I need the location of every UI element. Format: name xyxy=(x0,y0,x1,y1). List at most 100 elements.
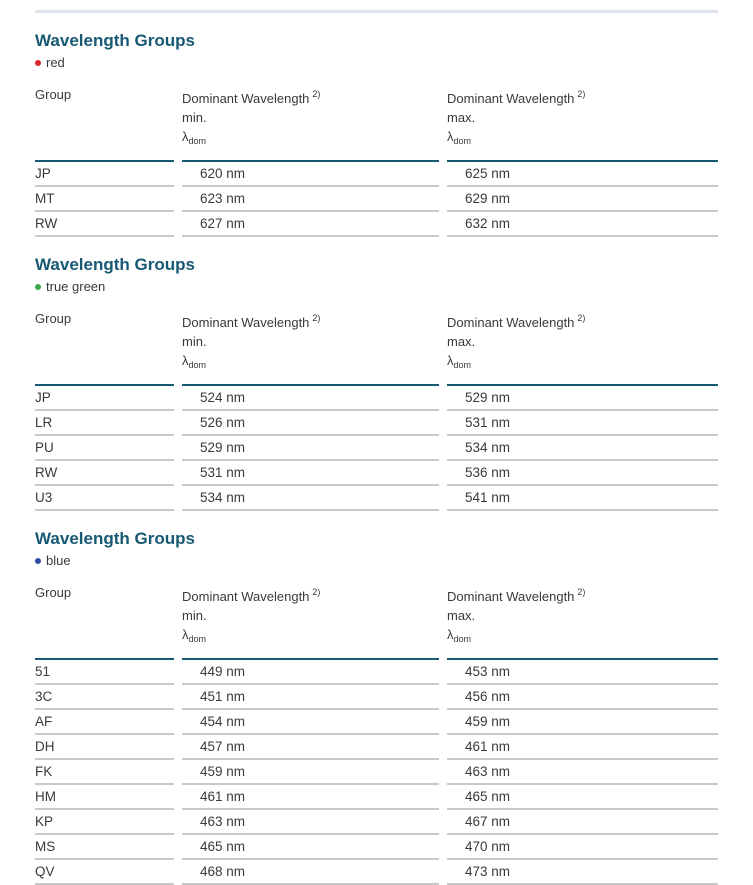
column-header-min: Dominant Wavelength 2) min. λdom xyxy=(182,583,439,660)
footnote-sup: 2) xyxy=(312,89,321,99)
cell-min: 454 nm xyxy=(182,710,439,735)
page-divider xyxy=(35,10,718,13)
table-row: MT 623 nm 629 nm xyxy=(35,187,718,212)
legend-color-dot-icon xyxy=(35,284,41,290)
footnote-sup: 2) xyxy=(577,89,586,99)
cell-max: 453 nm xyxy=(447,660,718,685)
table-row: RW 531 nm 536 nm xyxy=(35,461,718,486)
cell-min: 459 nm xyxy=(182,760,439,785)
cell-max: 456 nm xyxy=(447,685,718,710)
lambda-subscript: dom xyxy=(188,634,207,644)
cell-min: 534 nm xyxy=(182,486,439,511)
column-header-max: Dominant Wavelength 2) max. λdom xyxy=(447,309,718,386)
cell-group: MT xyxy=(35,187,174,212)
column-header-group: Group xyxy=(35,85,174,162)
table-body: JP 620 nm 625 nm MT 623 nm 629 nm RW 627… xyxy=(35,162,718,237)
wavelength-groups-section: Wavelength Groups red Group Dominant Wav… xyxy=(35,30,718,237)
cell-min: 468 nm xyxy=(182,860,439,885)
cell-max: 625 nm xyxy=(447,162,718,187)
cell-max: 463 nm xyxy=(447,760,718,785)
cell-min: 449 nm xyxy=(182,660,439,685)
table-row: KP 463 nm 467 nm xyxy=(35,810,718,835)
content: Wavelength Groups red Group Dominant Wav… xyxy=(0,10,753,885)
table-row: RW 627 nm 632 nm xyxy=(35,212,718,237)
table-row: 3C 451 nm 456 nm xyxy=(35,685,718,710)
bound-label: min. xyxy=(182,608,207,623)
table-row: JP 524 nm 529 nm xyxy=(35,386,718,411)
lambda-symbol: λ xyxy=(182,353,189,368)
cell-group: DH xyxy=(35,735,174,760)
cell-group: U3 xyxy=(35,486,174,511)
cell-group: LR xyxy=(35,411,174,436)
cell-group: QV xyxy=(35,860,174,885)
cell-group: RW xyxy=(35,212,174,237)
cell-max: 541 nm xyxy=(447,486,718,511)
wavelength-groups-section: Wavelength Groups true green Group Domin… xyxy=(35,254,718,511)
footnote-sup: 2) xyxy=(577,313,586,323)
wavelength-title: Dominant Wavelength xyxy=(182,315,310,330)
lambda-symbol: λ xyxy=(182,627,189,642)
cell-min: 623 nm xyxy=(182,187,439,212)
cell-min: 463 nm xyxy=(182,810,439,835)
table-row: LR 526 nm 531 nm xyxy=(35,411,718,436)
color-legend: true green xyxy=(35,280,718,294)
table-row: QV 468 nm 473 nm xyxy=(35,860,718,885)
column-header-min: Dominant Wavelength 2) min. λdom xyxy=(182,85,439,162)
lambda-symbol: λ xyxy=(447,627,454,642)
section-title: Wavelength Groups xyxy=(35,529,195,548)
cell-group: MS xyxy=(35,835,174,860)
table-row: FK 459 nm 463 nm xyxy=(35,760,718,785)
wavelength-table: Group Dominant Wavelength 2) min. λdom Do… xyxy=(27,309,726,511)
lambda-subscript: dom xyxy=(453,360,472,370)
cell-min: 461 nm xyxy=(182,785,439,810)
table-row: U3 534 nm 541 nm xyxy=(35,486,718,511)
bound-label: min. xyxy=(182,334,207,349)
cell-group: RW xyxy=(35,461,174,486)
cell-max: 629 nm xyxy=(447,187,718,212)
wavelength-groups-section: Wavelength Groups blue Group Dominant Wa… xyxy=(35,528,718,885)
lambda-subscript: dom xyxy=(453,634,472,644)
wavelength-title: Dominant Wavelength xyxy=(182,91,310,106)
cell-min: 457 nm xyxy=(182,735,439,760)
legend-label: red xyxy=(46,55,65,70)
cell-group: JP xyxy=(35,386,174,411)
cell-group: HM xyxy=(35,785,174,810)
wavelength-title: Dominant Wavelength xyxy=(447,91,575,106)
cell-min: 451 nm xyxy=(182,685,439,710)
cell-group: 3C xyxy=(35,685,174,710)
lambda-symbol: λ xyxy=(447,129,454,144)
table-row: JP 620 nm 625 nm xyxy=(35,162,718,187)
lambda-symbol: λ xyxy=(447,353,454,368)
footnote-sup: 2) xyxy=(312,587,321,597)
table-row: HM 461 nm 465 nm xyxy=(35,785,718,810)
legend-label: blue xyxy=(46,553,71,568)
cell-max: 536 nm xyxy=(447,461,718,486)
bound-label: max. xyxy=(447,608,476,623)
column-header-max: Dominant Wavelength 2) max. λdom xyxy=(447,583,718,660)
cell-group: FK xyxy=(35,760,174,785)
lambda-symbol: λ xyxy=(182,129,189,144)
cell-max: 529 nm xyxy=(447,386,718,411)
lambda-subscript: dom xyxy=(188,136,207,146)
cell-group: AF xyxy=(35,710,174,735)
table-header-row: Group Dominant Wavelength 2) min. λdom Do… xyxy=(35,309,718,386)
cell-min: 620 nm xyxy=(182,162,439,187)
cell-min: 524 nm xyxy=(182,386,439,411)
cell-min: 529 nm xyxy=(182,436,439,461)
cell-max: 470 nm xyxy=(447,835,718,860)
table-body: 51 449 nm 453 nm 3C 451 nm 456 nm AF 454… xyxy=(35,660,718,885)
column-header-max: Dominant Wavelength 2) max. λdom xyxy=(447,85,718,162)
column-header-group: Group xyxy=(35,583,174,660)
cell-group: PU xyxy=(35,436,174,461)
color-legend: red xyxy=(35,56,718,70)
footnote-sup: 2) xyxy=(577,587,586,597)
legend-label: true green xyxy=(46,279,106,294)
cell-group: KP xyxy=(35,810,174,835)
cell-min: 526 nm xyxy=(182,411,439,436)
cell-group: JP xyxy=(35,162,174,187)
wavelength-title: Dominant Wavelength xyxy=(447,315,575,330)
wavelength-title: Dominant Wavelength xyxy=(182,589,310,604)
table-row: 51 449 nm 453 nm xyxy=(35,660,718,685)
table-row: MS 465 nm 470 nm xyxy=(35,835,718,860)
table-body: JP 524 nm 529 nm LR 526 nm 531 nm PU 529… xyxy=(35,386,718,511)
